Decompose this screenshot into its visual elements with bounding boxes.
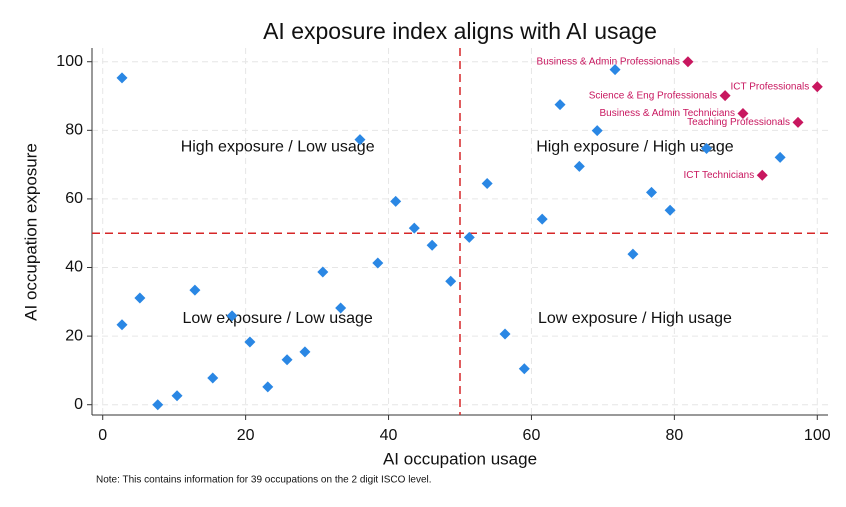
- point: [701, 142, 713, 154]
- point: [554, 99, 566, 111]
- note: Note: This contains information for 39 o…: [96, 475, 432, 486]
- point-label: Business & Admin Professionals: [537, 56, 680, 67]
- x-tick-label: 20: [237, 427, 255, 444]
- x-tick-label: 100: [804, 427, 831, 444]
- quadrant-label: Low exposure / High usage: [538, 310, 732, 327]
- y-tick-label: 20: [65, 327, 83, 344]
- point: [426, 239, 438, 251]
- point: [116, 319, 128, 331]
- quadrant-label: High exposure / Low usage: [181, 139, 375, 156]
- point: [756, 169, 768, 181]
- x-tick-label: 60: [523, 427, 541, 444]
- point: [536, 213, 548, 225]
- point: [792, 116, 804, 128]
- y-tick-label: 60: [65, 190, 83, 207]
- point: [335, 302, 347, 314]
- point: [518, 363, 530, 375]
- point: [299, 346, 311, 358]
- point: [481, 177, 493, 189]
- x-tick-label: 80: [665, 427, 683, 444]
- y-tick-label: 100: [56, 53, 83, 70]
- point: [499, 328, 511, 340]
- point-label: Science & Eng Professionals: [589, 90, 717, 101]
- point: [372, 257, 384, 269]
- point-label: Teaching Professionals: [687, 117, 790, 128]
- point: [262, 381, 274, 393]
- x-tick-label: 40: [380, 427, 398, 444]
- point: [774, 151, 786, 163]
- point-label: Business & Admin Technicians: [600, 108, 735, 119]
- point: [811, 81, 823, 93]
- point: [682, 56, 694, 68]
- point: [116, 72, 128, 84]
- y-tick-label: 80: [65, 122, 83, 139]
- point: [207, 372, 219, 384]
- point: [463, 231, 475, 243]
- point: [189, 284, 201, 296]
- point: [390, 195, 402, 207]
- point: [226, 310, 238, 322]
- chart-title: AI exposure index aligns with AI usage: [263, 18, 657, 44]
- point: [152, 399, 164, 411]
- point: [573, 160, 585, 172]
- point: [646, 186, 658, 198]
- x-tick-label: 0: [98, 427, 107, 444]
- y-axis-label: AI occupation exposure: [21, 143, 40, 321]
- point: [408, 222, 420, 234]
- y-tick-label: 40: [65, 259, 83, 276]
- point: [445, 275, 457, 287]
- point: [317, 266, 329, 278]
- point-label: ICT Professionals: [731, 81, 810, 92]
- point: [354, 134, 366, 146]
- point: [134, 292, 146, 304]
- point: [171, 390, 183, 402]
- point: [627, 248, 639, 260]
- x-axis-label: AI occupation usage: [383, 449, 537, 468]
- point: [244, 336, 256, 348]
- point: [719, 90, 731, 102]
- point: [664, 204, 676, 216]
- point: [737, 108, 749, 120]
- point: [591, 125, 603, 137]
- y-tick-label: 0: [74, 396, 83, 413]
- point-label: ICT Technicians: [683, 170, 754, 181]
- point: [609, 64, 621, 76]
- point: [281, 354, 293, 366]
- quadrant-label: High exposure / High usage: [536, 139, 734, 156]
- quadrant-label: Low exposure / Low usage: [182, 310, 372, 327]
